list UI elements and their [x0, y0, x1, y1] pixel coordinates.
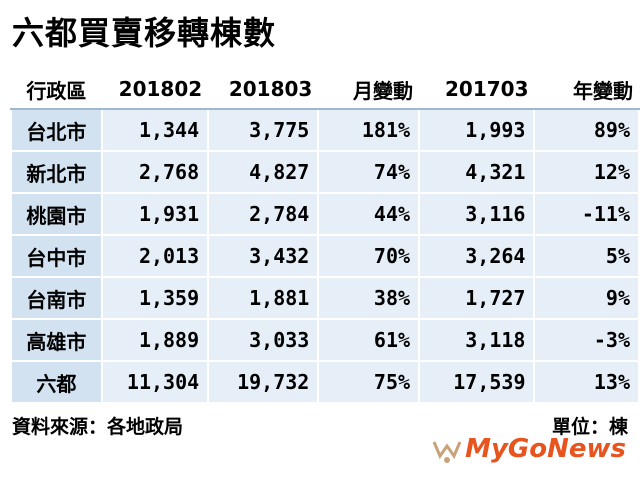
table-cell: -11%: [533, 192, 640, 236]
table-cell: 1,889: [100, 318, 210, 362]
table-cell: 1,344: [100, 108, 210, 152]
row-label: 台南市: [10, 276, 103, 320]
header-row: 行政區 201802 201803 月變動 201703 年變動: [11, 70, 639, 110]
table-cell: 3,264: [418, 234, 536, 278]
table-cell: 38%: [317, 276, 421, 320]
table-cell: 1,881: [207, 276, 320, 320]
table-cell: 4,321: [418, 150, 536, 194]
table-row: 台中市 2,013 3,432 70% 3,264 5%: [10, 234, 640, 278]
table-cell: 2,013: [100, 234, 210, 278]
table-cell: 1,993: [418, 108, 536, 152]
unit-note: 單位：棟: [551, 416, 628, 438]
table-row: 台南市 1,359 1,881 38% 1,727 9%: [10, 276, 640, 320]
column-header: 201803: [208, 70, 319, 110]
table-cell: 181%: [317, 108, 421, 152]
table-cell: 3,432: [207, 234, 320, 278]
logo-icon: [432, 441, 462, 463]
row-label: 桃園市: [10, 192, 103, 236]
table-row: 桃園市 1,931 2,784 44% 3,116 -11%: [10, 192, 640, 236]
table-cell: 3,033: [207, 318, 320, 362]
table-cell: 5%: [533, 234, 640, 278]
table-cell: 19,732: [207, 360, 320, 404]
row-label: 新北市: [10, 150, 103, 194]
table-row: 六都 11,304 19,732 75% 17,539 13%: [10, 360, 640, 404]
table-cell: 3,775: [207, 108, 320, 152]
table-cell: 13%: [533, 360, 640, 404]
row-label: 台中市: [10, 234, 103, 278]
table-cell: 75%: [317, 360, 421, 404]
column-header: 201703: [419, 70, 535, 110]
table-cell: 44%: [317, 192, 421, 236]
column-header: 行政區: [11, 70, 102, 110]
table-cell: -3%: [533, 318, 640, 362]
column-header: 月變動: [318, 70, 420, 110]
table-cell: 2,784: [207, 192, 320, 236]
title: 六都買賣移轉棟數: [12, 14, 277, 52]
table-cell: 2,768: [100, 150, 210, 194]
table-cell: 61%: [317, 318, 421, 362]
table-row: 台北市 1,344 3,775 181% 1,993 89%: [10, 108, 640, 152]
table-cell: 1,359: [100, 276, 210, 320]
logo: MyGoNews: [465, 434, 626, 464]
table-cell: 9%: [533, 276, 640, 320]
column-header: 年變動: [534, 70, 639, 110]
table-cell: 17,539: [418, 360, 536, 404]
table-cell: 4,827: [207, 150, 320, 194]
table-cell: 12%: [533, 150, 640, 194]
source-note: 資料來源：各地政局: [12, 416, 184, 438]
data-table: 行政區 201802 201803 月變動 201703 年變動 台北市 1,344 3,77…: [10, 70, 640, 404]
table-cell: 11,304: [100, 360, 210, 404]
table-cell: 89%: [533, 108, 640, 152]
row-label: 高雄市: [10, 318, 103, 362]
row-label: 六都: [10, 360, 103, 404]
table-cell: 74%: [317, 150, 421, 194]
table-cell: 3,118: [418, 318, 536, 362]
table-cell: 3,116: [418, 192, 536, 236]
table-cell: 1,931: [100, 192, 210, 236]
table-cell: 70%: [317, 234, 421, 278]
table-body: 台北市 1,344 3,775 181% 1,993 89% 新北市 2,768 4,827 74…: [10, 108, 640, 404]
table-row: 新北市 2,768 4,827 74% 4,321 12%: [10, 150, 640, 194]
table-row: 高雄市 1,889 3,033 61% 3,118 -3%: [10, 318, 640, 362]
row-label: 台北市: [10, 108, 103, 152]
column-header: 201802: [101, 70, 209, 110]
table-cell: 1,727: [418, 276, 536, 320]
